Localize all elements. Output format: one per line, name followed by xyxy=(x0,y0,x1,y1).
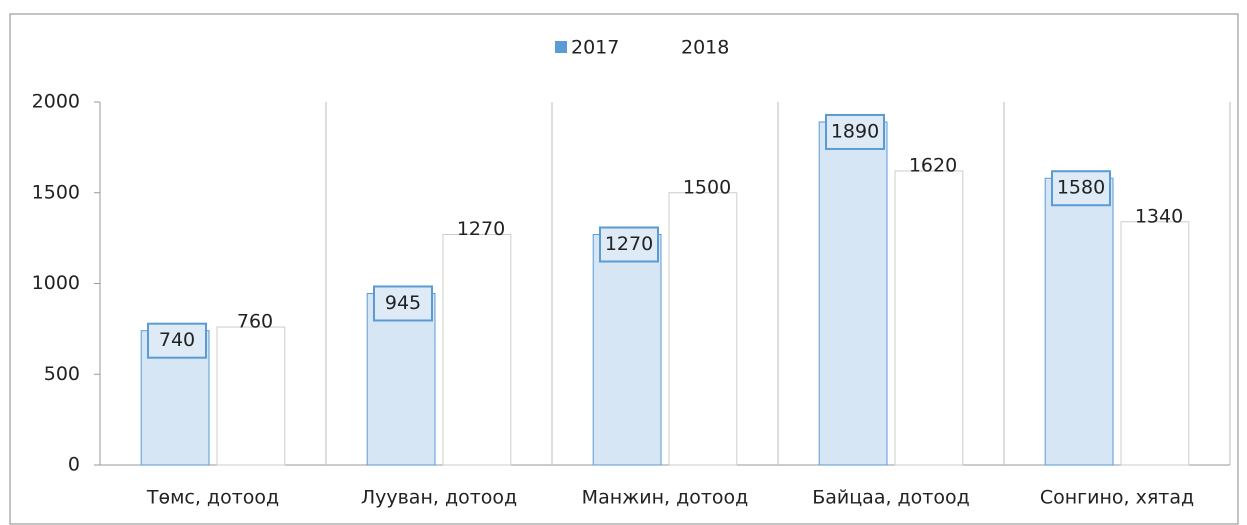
chart-frame xyxy=(9,13,1239,525)
y-tick-label: 1000 xyxy=(32,272,80,294)
data-label: 760 xyxy=(237,311,273,333)
bar xyxy=(442,233,512,466)
x-tick-label: Байцаа, дотоод xyxy=(812,487,970,509)
x-tick-label: Манжин, дотоод xyxy=(582,487,749,509)
data-label-box xyxy=(825,113,885,150)
x-tick-label: Сонгино, хятад xyxy=(1040,487,1194,509)
data-label-box xyxy=(1051,170,1111,207)
bar xyxy=(1044,177,1114,466)
data-label: 1270 xyxy=(605,233,653,255)
bar xyxy=(894,170,964,466)
y-tick-label: 1500 xyxy=(32,181,80,203)
y-tick-label: 500 xyxy=(44,363,80,385)
data-label: 1270 xyxy=(457,218,505,240)
bar xyxy=(668,192,738,466)
data-label-box xyxy=(599,226,659,263)
x-tick-label: Лууван, дотоод xyxy=(361,487,517,509)
data-label-box xyxy=(373,285,433,322)
data-label: 1890 xyxy=(831,120,879,142)
data-label: 1620 xyxy=(909,154,957,176)
bar xyxy=(592,233,662,466)
data-label: 1580 xyxy=(1057,177,1105,199)
bar xyxy=(818,121,888,466)
y-tick-label: 0 xyxy=(68,454,80,476)
data-label: 1340 xyxy=(1135,205,1183,227)
legend-label: 2018 xyxy=(681,37,729,59)
y-tick-label: 2000 xyxy=(32,91,80,113)
data-label: 740 xyxy=(159,329,195,351)
data-label: 945 xyxy=(385,292,421,314)
data-label: 1500 xyxy=(683,176,731,198)
legend-swatch xyxy=(665,41,677,53)
legend-label: 2017 xyxy=(571,37,619,59)
bar xyxy=(1120,221,1190,466)
x-tick-label: Төмс, дотоод xyxy=(146,487,279,509)
bar xyxy=(216,326,286,466)
data-label-box xyxy=(147,322,207,359)
legend-swatch xyxy=(555,41,567,53)
